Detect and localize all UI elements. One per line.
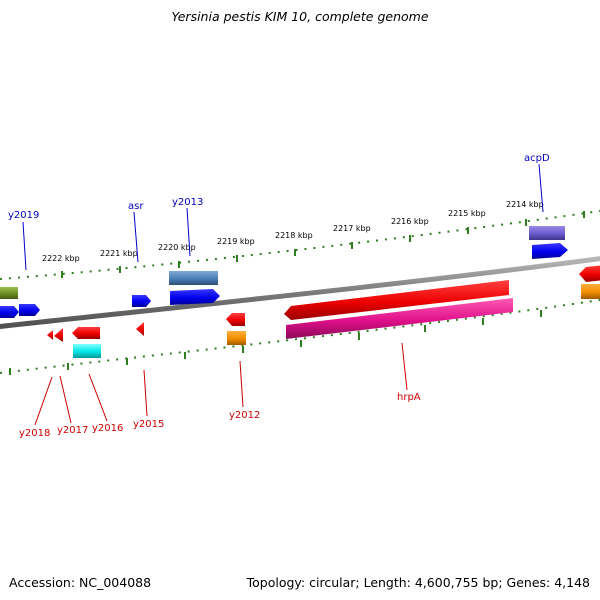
gene-feature-orange[interactable] xyxy=(581,284,600,299)
gene-arrow-red-right-edge[interactable] xyxy=(579,265,600,282)
gene-label-y2019[interactable]: y2019 xyxy=(8,210,39,221)
gene-label-hrpA[interactable]: hrpA xyxy=(397,392,421,403)
gene-arrow-asr[interactable] xyxy=(132,295,151,307)
scale-label: 2216 kbp xyxy=(391,217,429,226)
reverse-features xyxy=(47,265,600,358)
gene-arrow-y2013[interactable] xyxy=(170,289,220,305)
scale-label: 2214 kbp xyxy=(506,200,544,209)
gene-arrow-y2016[interactable] xyxy=(72,327,100,339)
gene-label-y2013[interactable]: y2013 xyxy=(172,197,203,208)
scale-label: 2218 kbp xyxy=(275,231,313,240)
scale-label: 2220 kbp xyxy=(158,243,196,252)
gene-arrow-blue[interactable] xyxy=(19,304,40,316)
gene-feature-pink[interactable] xyxy=(286,298,513,339)
accession-label: Accession: NC_004088 xyxy=(9,575,152,590)
gene-label-y2016[interactable]: y2016 xyxy=(92,423,123,434)
top-gene-labels: y2019 asr y2013 acpD xyxy=(8,153,550,221)
outer-scale-ruler xyxy=(0,210,600,280)
gene-arrow-y2015[interactable] xyxy=(136,322,144,336)
gene-feature-olive[interactable] xyxy=(0,287,18,299)
gene-label-y2018[interactable]: y2018 xyxy=(19,428,50,439)
gene-arrow-y2018[interactable] xyxy=(47,330,53,340)
genome-backbone xyxy=(0,256,600,329)
bottom-callouts xyxy=(34,342,408,426)
scale-labels: 2222 kbp 2221 kbp 2220 kbp 2219 kbp 2218… xyxy=(42,200,544,263)
top-callouts xyxy=(22,163,544,271)
scale-label: 2219 kbp xyxy=(217,237,255,246)
gene-arrow-y2017[interactable] xyxy=(54,328,63,342)
forward-features xyxy=(0,226,568,318)
gene-feature-steel[interactable] xyxy=(169,271,218,285)
gene-feature-orange[interactable] xyxy=(227,331,246,345)
scale-label: 2222 kbp xyxy=(42,254,80,263)
gene-arrow-acpD[interactable] xyxy=(532,243,568,259)
gene-feature-violet[interactable] xyxy=(529,226,565,240)
scale-label: 2217 kbp xyxy=(333,224,371,233)
gene-arrow-blue[interactable] xyxy=(0,306,19,318)
gene-label-y2015[interactable]: y2015 xyxy=(133,419,164,430)
inner-scale-ruler xyxy=(0,299,600,375)
gene-label-acpD[interactable]: acpD xyxy=(524,153,550,164)
gene-label-y2017[interactable]: y2017 xyxy=(57,425,88,436)
gene-feature-cyan[interactable] xyxy=(73,344,101,358)
scale-label: 2215 kbp xyxy=(448,209,486,218)
bottom-gene-labels: y2018 y2017 y2016 y2015 y2012 hrpA xyxy=(19,392,421,439)
genome-title: Yersinia pestis KIM 10, complete genome xyxy=(171,9,429,24)
gene-label-asr[interactable]: asr xyxy=(128,201,144,212)
topology-summary: Topology: circular; Length: 4,600,755 bp… xyxy=(246,575,590,590)
gene-label-y2012[interactable]: y2012 xyxy=(229,410,260,421)
gene-arrow-y2012[interactable] xyxy=(226,313,245,326)
scale-label: 2221 kbp xyxy=(100,249,138,258)
gene-arrow-hrpA[interactable] xyxy=(284,280,509,320)
